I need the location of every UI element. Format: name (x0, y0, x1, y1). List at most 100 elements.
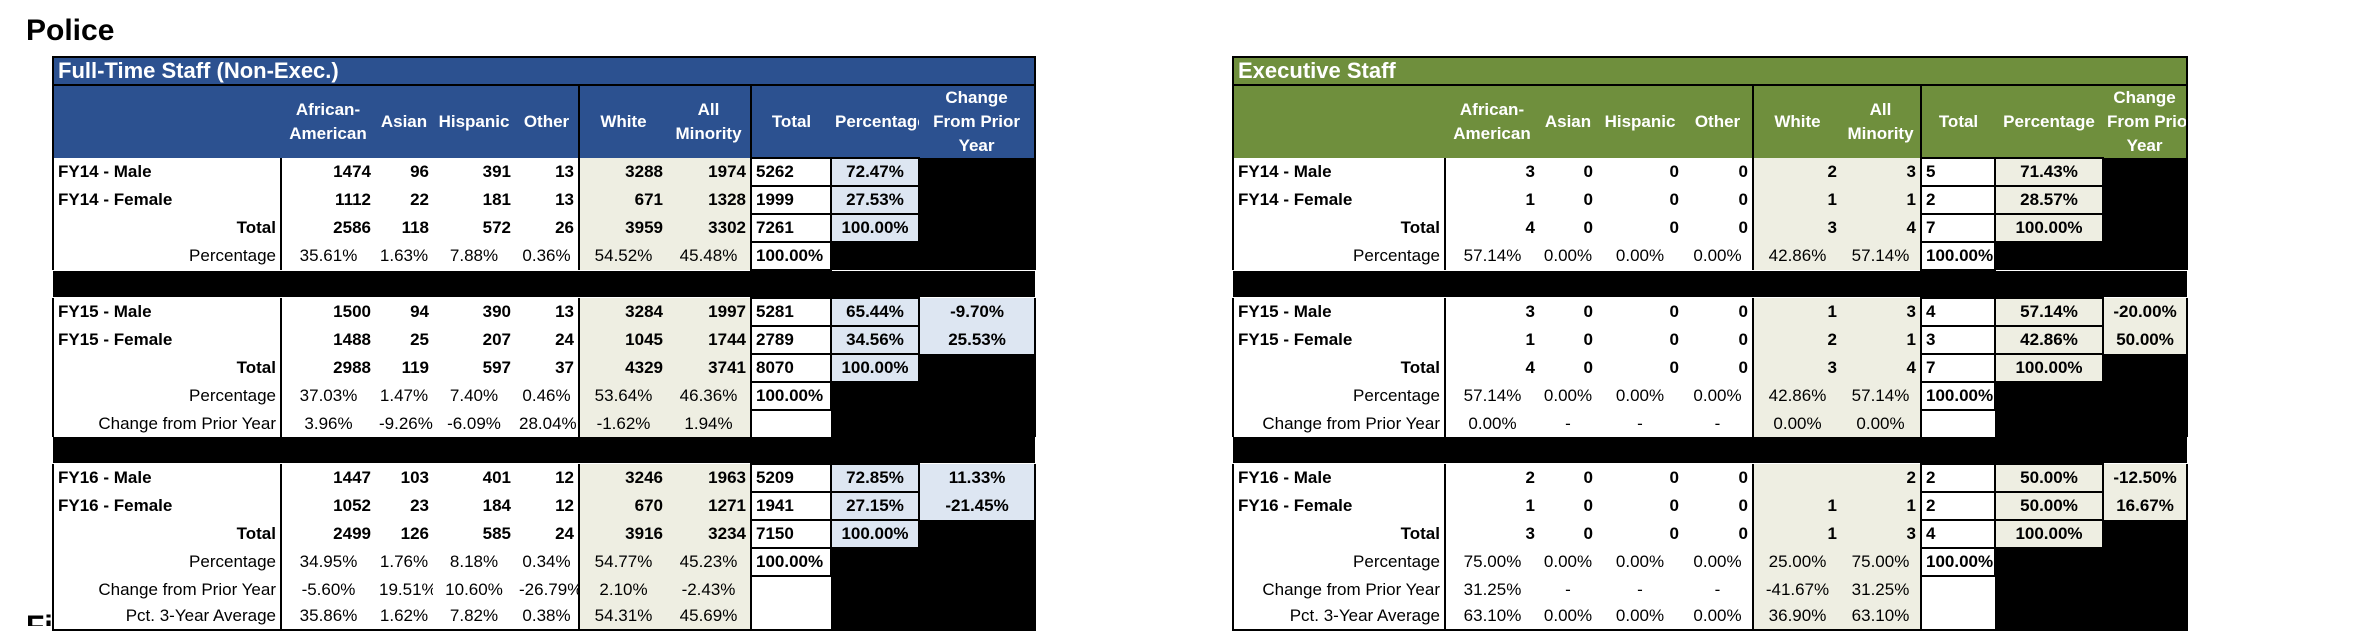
cell: 0.00% (1543, 246, 1593, 265)
cell: 0.00% (1543, 552, 1593, 571)
cell: 0 (1738, 190, 1748, 209)
table-row: FY15 - Female 1 0 0 0 2 1 3 42.86% 50.00% (1232, 325, 2189, 355)
table-row: Percentage 57.14% 0.00% 0.00% 0.00% 42.86% 57.… (1232, 381, 2189, 411)
cell (2103, 214, 2189, 242)
row-label: Change from Prior Year (1232, 410, 1446, 437)
cell: 0 (1583, 190, 1593, 209)
cell: 71.43% (1994, 157, 2104, 187)
group-separator (53, 437, 1036, 464)
cell: 7 (1920, 353, 1996, 383)
cell: 0 (1583, 302, 1593, 321)
cell (1995, 576, 2103, 603)
cell: 3 (1841, 298, 1922, 326)
cell: 0 (1583, 162, 1593, 181)
cell: 16.67% (2103, 492, 2189, 520)
column-header: Change From Prior Year (919, 85, 1037, 158)
cell: 1447 (333, 468, 371, 487)
cell: 96 (410, 162, 429, 181)
row-label: Percentage (1232, 382, 1446, 410)
cell: 24 (555, 524, 574, 543)
column-header: All Minority (1841, 85, 1921, 158)
table-row: FY15 - Male 3 0 0 0 1 3 4 57.14% -20.00% (1232, 297, 2189, 327)
row-label: Percentage (1232, 548, 1446, 576)
cell (2103, 576, 2189, 603)
cell: 100.00% (1994, 213, 2104, 243)
table-title-row: Full-Time Staff (Non-Exec.) (51, 56, 1037, 86)
cell (1995, 242, 2103, 270)
cell: 1963 (667, 464, 752, 492)
cell: 54.77% (578, 548, 667, 576)
table-row: Total 3 0 0 0 1 3 4 100.00% (1232, 519, 2189, 549)
column-header: Asian (375, 85, 433, 158)
cell (1995, 382, 2103, 410)
cell: 94 (410, 302, 429, 321)
table-row: Change from Prior Year 0.00% - - -0.00% 0.00% (1232, 410, 2189, 437)
row-label: FY16 - Female (52, 492, 282, 520)
cell: 1 (1525, 190, 1535, 209)
cell: 12 (555, 468, 574, 487)
cell: - (1637, 413, 1643, 433)
cell: 2499 (333, 524, 371, 543)
cell: 42.86% (1752, 242, 1841, 270)
cell: 2789 (750, 325, 832, 355)
table-row: FY16 - Male 2 0 0 0 2 2 50.00% -12.50% (1232, 463, 2189, 493)
cell: 50.00% (1994, 491, 2104, 521)
cell: 7261 (750, 213, 832, 243)
cell: 1112 (335, 190, 371, 209)
cell (2103, 520, 2189, 548)
cell: 54.52% (578, 242, 667, 270)
cell: 42.86% (1994, 325, 2104, 355)
cell: 0 (1738, 468, 1748, 487)
cell (1752, 464, 1841, 492)
cell (1921, 576, 1995, 603)
table-row: Percentage 37.03% 1.47% 7.40% 0.46% 53.64% 46.… (52, 381, 1037, 411)
cell (919, 520, 1037, 548)
cell: 37 (555, 358, 574, 377)
cell: 1488 (333, 330, 371, 349)
cell: 2 (1920, 491, 1996, 521)
separator-bar (53, 270, 1036, 298)
cell: 1.47% (379, 386, 429, 405)
table-row: Percentage 35.61% 1.63% 7.88% 0.36% 54.52% 45.… (52, 241, 1037, 271)
column-header: White (578, 85, 667, 158)
cell: 0.00% (1615, 246, 1665, 265)
cell: 3 (1752, 214, 1841, 242)
table-row: Total 2499 126 585 24 3916 3234 7150 100.00% (52, 519, 1037, 549)
cell: 0 (1669, 358, 1679, 377)
cell (919, 410, 1037, 437)
cell: 670 (578, 492, 667, 520)
cell: 0.00% (1841, 410, 1922, 437)
cell: 4 (1525, 358, 1535, 377)
table-title-row: Executive Staff (1231, 56, 2189, 86)
row-label: FY14 - Female (1232, 186, 1446, 214)
cell (919, 242, 1037, 270)
cell: 118 (401, 218, 429, 237)
table-row: FY14 - Female 1112 22 181 13 671 1328 1999 27.53… (52, 185, 1037, 215)
table-row: Percentage 34.95% 1.76% 8.18% 0.34% 54.77% 45.… (52, 547, 1037, 577)
cell: 46.36% (667, 382, 752, 410)
row-label: FY15 - Male (52, 298, 282, 326)
cell: - (1714, 413, 1721, 433)
table-row: Percentage 75.00% 0.00% 0.00% 0.00% 25.00% 75.… (1232, 547, 2189, 577)
column-header: Other (515, 85, 579, 158)
cell: 0.46% (522, 386, 571, 405)
cell: 0 (1669, 162, 1679, 181)
cell: 0 (1738, 330, 1748, 349)
cell: 22 (410, 190, 429, 209)
row-label: FY16 - Male (52, 464, 282, 492)
cell: 0.00% (1693, 386, 1742, 405)
table-row: Percentage 57.14% 0.00% 0.00% 0.00% 42.86% 57.… (1232, 241, 2189, 271)
cell: 100.00% (1920, 547, 1996, 577)
cell: -26.79% (519, 579, 579, 599)
cell: -9.70% (919, 298, 1037, 326)
cell: 1744 (667, 326, 752, 354)
cell: 1.94% (667, 410, 752, 437)
cell: 31.25% (1463, 579, 1522, 599)
cell: - (1637, 579, 1643, 599)
cell: 1052 (333, 496, 371, 515)
cell: 37.03% (299, 386, 358, 405)
cell: 671 (578, 186, 667, 214)
cell: 2988 (333, 358, 371, 377)
column-header-row: African- American Asian Hispanic Other White A… (52, 85, 1037, 158)
row-label: Percentage (1232, 242, 1446, 270)
